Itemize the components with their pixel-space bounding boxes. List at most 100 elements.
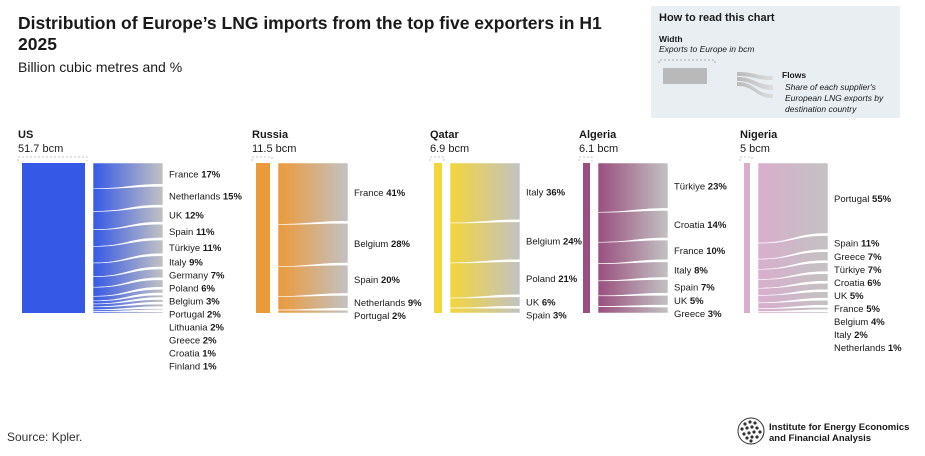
flow-algeria-uk (597, 294, 669, 307)
flow-qatar-poland (449, 261, 521, 299)
label-nigeria-greece: Greece 7% (834, 252, 882, 263)
destination-country: UK (526, 298, 542, 309)
label-nigeria-portugal: Portugal 55% (834, 194, 892, 205)
flow-algeria-italy (597, 261, 669, 282)
label-us-uk: UK 12% (169, 211, 204, 222)
exporter-volume-us: 51.7 bcm (18, 143, 63, 155)
label-russia-belgium: Belgium 28% (354, 239, 411, 250)
destination-country: UK (834, 291, 850, 302)
label-us-finland: Finland 1% (169, 361, 217, 372)
width-description: Exports to Europe in bcm (659, 44, 755, 54)
ieefa-logo: Institute for Energy Economics and Finan… (736, 414, 921, 450)
destination-share: 6% (867, 278, 881, 289)
destination-share: 6% (542, 298, 556, 309)
destination-share: 9% (189, 257, 203, 268)
label-russia-spain: Spain 20% (354, 275, 401, 286)
label-algeria-spain: Spain 7% (674, 282, 715, 293)
exporter-group-russia: Russia 11.5 bcm France 41% Belgium 28% Spain… (251, 129, 422, 322)
label-russia-france: France 41% (354, 188, 406, 199)
label-us-poland: Poland 6% (169, 283, 216, 294)
flows-label: Flows (782, 70, 807, 80)
width-bracket (658, 59, 716, 63)
destination-share: 11% (203, 243, 222, 254)
flow-nigeria-portugal (757, 162, 829, 244)
destination-country: Portugal (169, 309, 207, 320)
destination-share: 15% (223, 192, 243, 203)
destination-country: Spain (674, 282, 701, 293)
exporter-group-qatar: Qatar 6.9 bcm Italy 36% Belgium 24% Poland 2… (429, 129, 583, 322)
source-bar-qatar (434, 163, 442, 313)
destination-share: 7% (868, 265, 882, 276)
legend-flow (737, 82, 773, 98)
exporter-name-us: US (18, 129, 33, 141)
destination-share: 1% (202, 348, 216, 359)
destination-share: 2% (392, 311, 406, 322)
destination-country: France (354, 188, 386, 199)
chart-subtitle: Billion cubic metres and % (18, 59, 183, 75)
destination-share: 9% (408, 298, 422, 309)
flow-algeria-croatia (597, 210, 669, 243)
flow-russia-netherlands (277, 295, 349, 311)
destination-country: Türkiye (834, 265, 868, 276)
width-bracket-us (17, 156, 88, 161)
destination-share: 7% (701, 282, 715, 293)
source-bar-nigeria (744, 163, 750, 313)
exporter-volume-algeria: 6.1 bcm (579, 143, 618, 155)
label-nigeria-uk: UK 5% (834, 291, 864, 302)
exporter-group-nigeria: Nigeria 5 bcm Portugal 55% Spain 11% Greece … (739, 129, 902, 354)
destination-country: Croatia (834, 278, 867, 289)
exporter-group-us: US 51.7 bcm France 17% Netherlands 15% UK 12… (17, 129, 242, 372)
destination-share: 2% (207, 309, 221, 320)
destination-share: 11% (196, 227, 215, 238)
label-algeria-italy: Italy 8% (674, 266, 708, 277)
destination-share: 6% (201, 283, 215, 294)
source-bar-russia (256, 163, 270, 313)
destination-share: 8% (694, 266, 708, 277)
label-nigeria-belgium: Belgium 4% (834, 317, 885, 328)
destination-share: 1% (203, 361, 217, 372)
width-bracket-qatar (429, 156, 445, 161)
destination-share: 5% (690, 296, 704, 307)
destination-country: Croatia (169, 348, 202, 359)
destination-share: 24% (563, 237, 583, 248)
destination-country: France (169, 170, 201, 181)
source-bar-us (22, 163, 85, 313)
flow-us-finland (92, 311, 164, 314)
exporter-group-algeria: Algeria 6.1 bcm Türkiye 23% Croatia 14% Fran… (578, 129, 727, 320)
destination-country: Finland (169, 361, 203, 372)
flow-qatar-italy (449, 162, 521, 224)
legend-source-bar (663, 68, 707, 84)
destination-country: Portugal (354, 311, 392, 322)
destination-share: 2% (203, 335, 217, 346)
destination-country: Belgium (526, 237, 563, 248)
destination-country: Belgium (834, 317, 871, 328)
destination-country: France (674, 246, 706, 257)
logo-text: Institute for Energy Economics and Finan… (769, 422, 909, 444)
label-qatar-italy: Italy 36% (526, 187, 566, 198)
destination-country: Poland (169, 283, 201, 294)
flow-algeria-greece (597, 306, 669, 314)
how-to-read-title: How to read this chart (659, 12, 775, 24)
flow-russia-france (277, 162, 349, 225)
source-note: Source: Kpler. (7, 430, 83, 444)
destination-share: 28% (391, 239, 411, 250)
flow-nigeria-netherlands (757, 311, 829, 314)
label-us-belgium: Belgium 3% (169, 296, 220, 307)
legend-flow (737, 77, 773, 90)
destination-country: Italy (834, 330, 854, 341)
label-algeria-greece: Greece 3% (674, 309, 722, 320)
flow-algeria-trkiye (597, 162, 669, 213)
destination-country: Belgium (169, 296, 206, 307)
destination-country: Germany (169, 270, 211, 281)
label-us-france: France 17% (169, 170, 221, 181)
label-nigeria-france: France 5% (834, 304, 881, 315)
exporter-name-qatar: Qatar (430, 129, 459, 141)
globe-icon (737, 417, 765, 445)
label-us-netherlands: Netherlands 15% (169, 192, 242, 203)
destination-share: 36% (546, 187, 566, 198)
label-qatar-poland: Poland 21% (526, 274, 578, 285)
label-algeria-croatia: Croatia 14% (674, 220, 727, 231)
destination-country: Greece (169, 335, 203, 346)
label-us-spain: Spain 11% (169, 227, 215, 238)
